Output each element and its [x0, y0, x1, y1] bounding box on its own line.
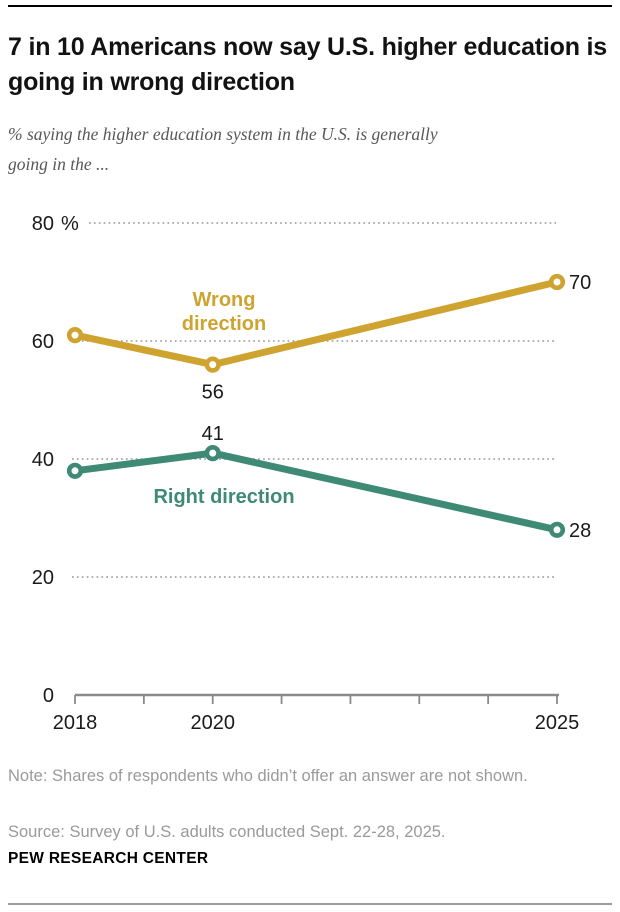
x-axis-label-2020: 2020: [190, 712, 235, 734]
series-label-wrong-direction: Wrong: [193, 289, 256, 311]
data-point-right-direction-2020: [204, 445, 221, 462]
chart-note: Note: Shares of respondents who didn’t o…: [8, 767, 528, 785]
chart-source: Source: Survey of U.S. adults conducted …: [8, 823, 446, 841]
chart-title: 7 in 10 Americans now say U.S. higher ed…: [8, 33, 607, 96]
series-line-wrong-direction: [71, 278, 561, 369]
data-point-right-direction-2025: [548, 521, 566, 538]
bottom-divider: [8, 903, 612, 905]
y-axis-label-80: 80: [32, 213, 54, 235]
y-axis-label-0: 0: [43, 685, 54, 707]
series-label-right-direction: Right direction: [153, 486, 294, 508]
x-axis-label-2018: 2018: [53, 712, 98, 734]
y-axis-label-20: 20: [32, 567, 54, 589]
data-point-wrong-direction-2025: [548, 273, 566, 291]
series-label-wrong-direction: direction: [182, 313, 266, 335]
y-axis-unit-label: %: [61, 213, 79, 235]
data-point-wrong-direction-2018: [66, 327, 84, 344]
data-point-label-right-direction-2025: 28: [569, 520, 591, 542]
top-divider: [8, 5, 612, 7]
chart-subtitle: % saying the higher education system in …: [8, 124, 438, 174]
pew-research-center-branding: PEW RESEARCH CENTER: [8, 850, 209, 867]
data-point-wrong-direction-2020: [204, 356, 221, 373]
data-point-right-direction-2018: [66, 462, 84, 479]
data-point-label-right-direction-2020: 41: [202, 423, 224, 445]
x-axis-label-2025: 2025: [535, 712, 580, 734]
y-axis-label-60: 60: [32, 331, 54, 353]
y-axis-label-40: 40: [32, 449, 54, 471]
series-line-right-direction: [71, 449, 561, 534]
data-point-label-wrong-direction-2025: 70: [569, 272, 591, 294]
data-point-label-wrong-direction-2020: 56: [202, 382, 224, 404]
